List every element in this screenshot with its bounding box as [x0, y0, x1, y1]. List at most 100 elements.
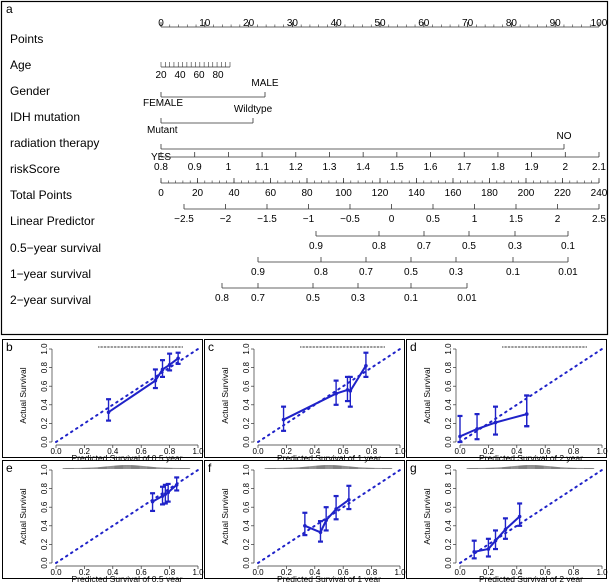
y-tick-label: 0.4 [444, 399, 453, 411]
row-label: IDH mutation [10, 110, 80, 124]
calibration-line [304, 498, 350, 534]
tick-label: 0.01 [558, 267, 578, 278]
reference-diagonal [55, 348, 199, 443]
tick-label: 1.6 [424, 162, 438, 173]
x-tick-label: 0.0 [252, 568, 264, 577]
y-tick-label: 0.0 [444, 436, 453, 448]
x-tick-label: 0.2 [79, 447, 91, 456]
data-point [281, 417, 286, 422]
data-point [475, 427, 479, 431]
y-tick-label: 1.0 [242, 343, 251, 355]
tick-label: 0.3 [351, 293, 365, 304]
data-point [364, 363, 368, 368]
tick-label: 160 [445, 188, 462, 199]
tick-label: 60 [193, 70, 205, 81]
tick-label: 100 [335, 188, 352, 199]
row-label: 1−year survival [10, 267, 91, 281]
panel-frame [204, 460, 405, 579]
x-axis-title: Predicted Survival of 0.5 year [71, 574, 182, 582]
data-point [163, 492, 168, 496]
nomogram-row: IDH mutation Mutant Wildtype [10, 104, 273, 136]
calibration-line [474, 515, 521, 553]
y-tick-label: 0.0 [40, 557, 49, 569]
tick-label: 0 [389, 214, 395, 225]
tick-label: 1.9 [525, 162, 539, 173]
nomogram-row: Age 20 40 60 80 [10, 58, 231, 81]
x-tick-label: 0.2 [483, 568, 495, 577]
tick-label: 20 [155, 70, 167, 81]
nomogram-row: Points 0 10 20 30 40 50 60 70 80 90 100 [10, 18, 608, 46]
panel-label: f [208, 461, 212, 475]
data-point [150, 499, 155, 504]
x-tick-label: 0.4 [107, 447, 119, 456]
x-tick-label: 1.0 [192, 568, 204, 577]
reference-diagonal [55, 469, 199, 564]
tick-label: 20 [243, 18, 255, 29]
tick-label: 1.2 [289, 162, 303, 173]
data-point [486, 547, 491, 551]
y-tick-label: 0.4 [444, 520, 453, 532]
data-point [345, 388, 350, 392]
tick-label: 1.3 [323, 162, 337, 173]
tick-label: 180 [481, 188, 498, 199]
x-tick-label: 0.4 [309, 568, 321, 577]
panel-label: d [410, 340, 417, 354]
row-label: Age [10, 58, 32, 72]
data-point [334, 507, 338, 511]
panel-label: g [410, 461, 417, 475]
calibration-panel: f 0.0 0.2 0.4 0.6 0.8 1.0 0.0 0.2 0.4 0.6 0.8 1.0 Pre… [204, 460, 406, 582]
nomogram-row: Linear Predictor −2.5 −2 −1.5 −1 −0.5 0 0.5 1 1.5… [10, 204, 606, 228]
y-tick-label: 0.4 [242, 520, 251, 532]
tick-label: 40 [174, 70, 186, 81]
y-tick-label: 1.0 [444, 464, 453, 476]
x-axis-title: Predicted Survival of 1 year [277, 453, 381, 463]
data-point [166, 490, 170, 495]
data-point [324, 518, 328, 523]
nomogram-row: Gender FEMALE MALE [10, 78, 279, 109]
tick-label: 1 [226, 162, 232, 173]
data-point [160, 494, 165, 498]
tick-label: 200 [518, 188, 535, 199]
x-tick-label: 0.0 [50, 568, 62, 577]
tick-label: 70 [462, 18, 474, 29]
tick-label: 0.3 [508, 241, 522, 252]
row-label: riskScore [10, 162, 60, 176]
panel-frame [406, 460, 607, 579]
data-point [167, 363, 172, 367]
tick-label: 0.9 [309, 241, 323, 252]
data-point [348, 389, 353, 393]
tick-label: 2 [555, 214, 561, 225]
y-axis-title: Actual Survival [220, 488, 230, 544]
tick-label: 0.8 [372, 241, 386, 252]
tick-label: 0.1 [561, 241, 575, 252]
tick-label: 0 [158, 18, 164, 29]
x-tick-label: 0.6 [338, 568, 350, 577]
panel-frame [204, 339, 405, 458]
data-point [174, 483, 179, 487]
panel-a-frame [0, 0, 609, 336]
y-tick-label: 0.8 [444, 482, 453, 494]
x-tick-label: 0.2 [281, 447, 293, 456]
data-point [524, 412, 529, 416]
calibration-panel: b 0.0 0.2 0.4 0.6 0.8 1.0 0.0 0.2 0.4 0.6 0.8 1.0 Pre… [2, 339, 204, 463]
panel-frame [2, 339, 203, 458]
nomogram-row: riskScore 0.8 0.9 1 1.1 1.2 1.3 1.4 1.5 1.6 1.7 1.8… [10, 152, 606, 176]
y-tick-label: 0.4 [40, 399, 49, 411]
y-tick-label: 0.8 [40, 482, 49, 494]
tick-label: 1.1 [255, 162, 269, 173]
data-point [153, 378, 158, 383]
data-point [160, 367, 165, 372]
tick-label: 20 [192, 188, 204, 199]
level-label: MALE [251, 78, 279, 89]
tick-label: 0 [158, 188, 164, 199]
data-point [517, 514, 522, 519]
y-tick-label: 0.2 [242, 538, 251, 550]
nomogram-row: 2−year survival 0.8 0.7 0.5 0.3 0.1 0.01 [10, 283, 477, 307]
reference-diagonal [257, 348, 401, 443]
y-tick-label: 0.6 [40, 501, 49, 513]
y-tick-label: 0.0 [40, 436, 49, 448]
tick-label: 140 [408, 188, 425, 199]
x-tick-label: 0.6 [338, 447, 350, 456]
y-tick-label: 0.8 [242, 361, 251, 373]
